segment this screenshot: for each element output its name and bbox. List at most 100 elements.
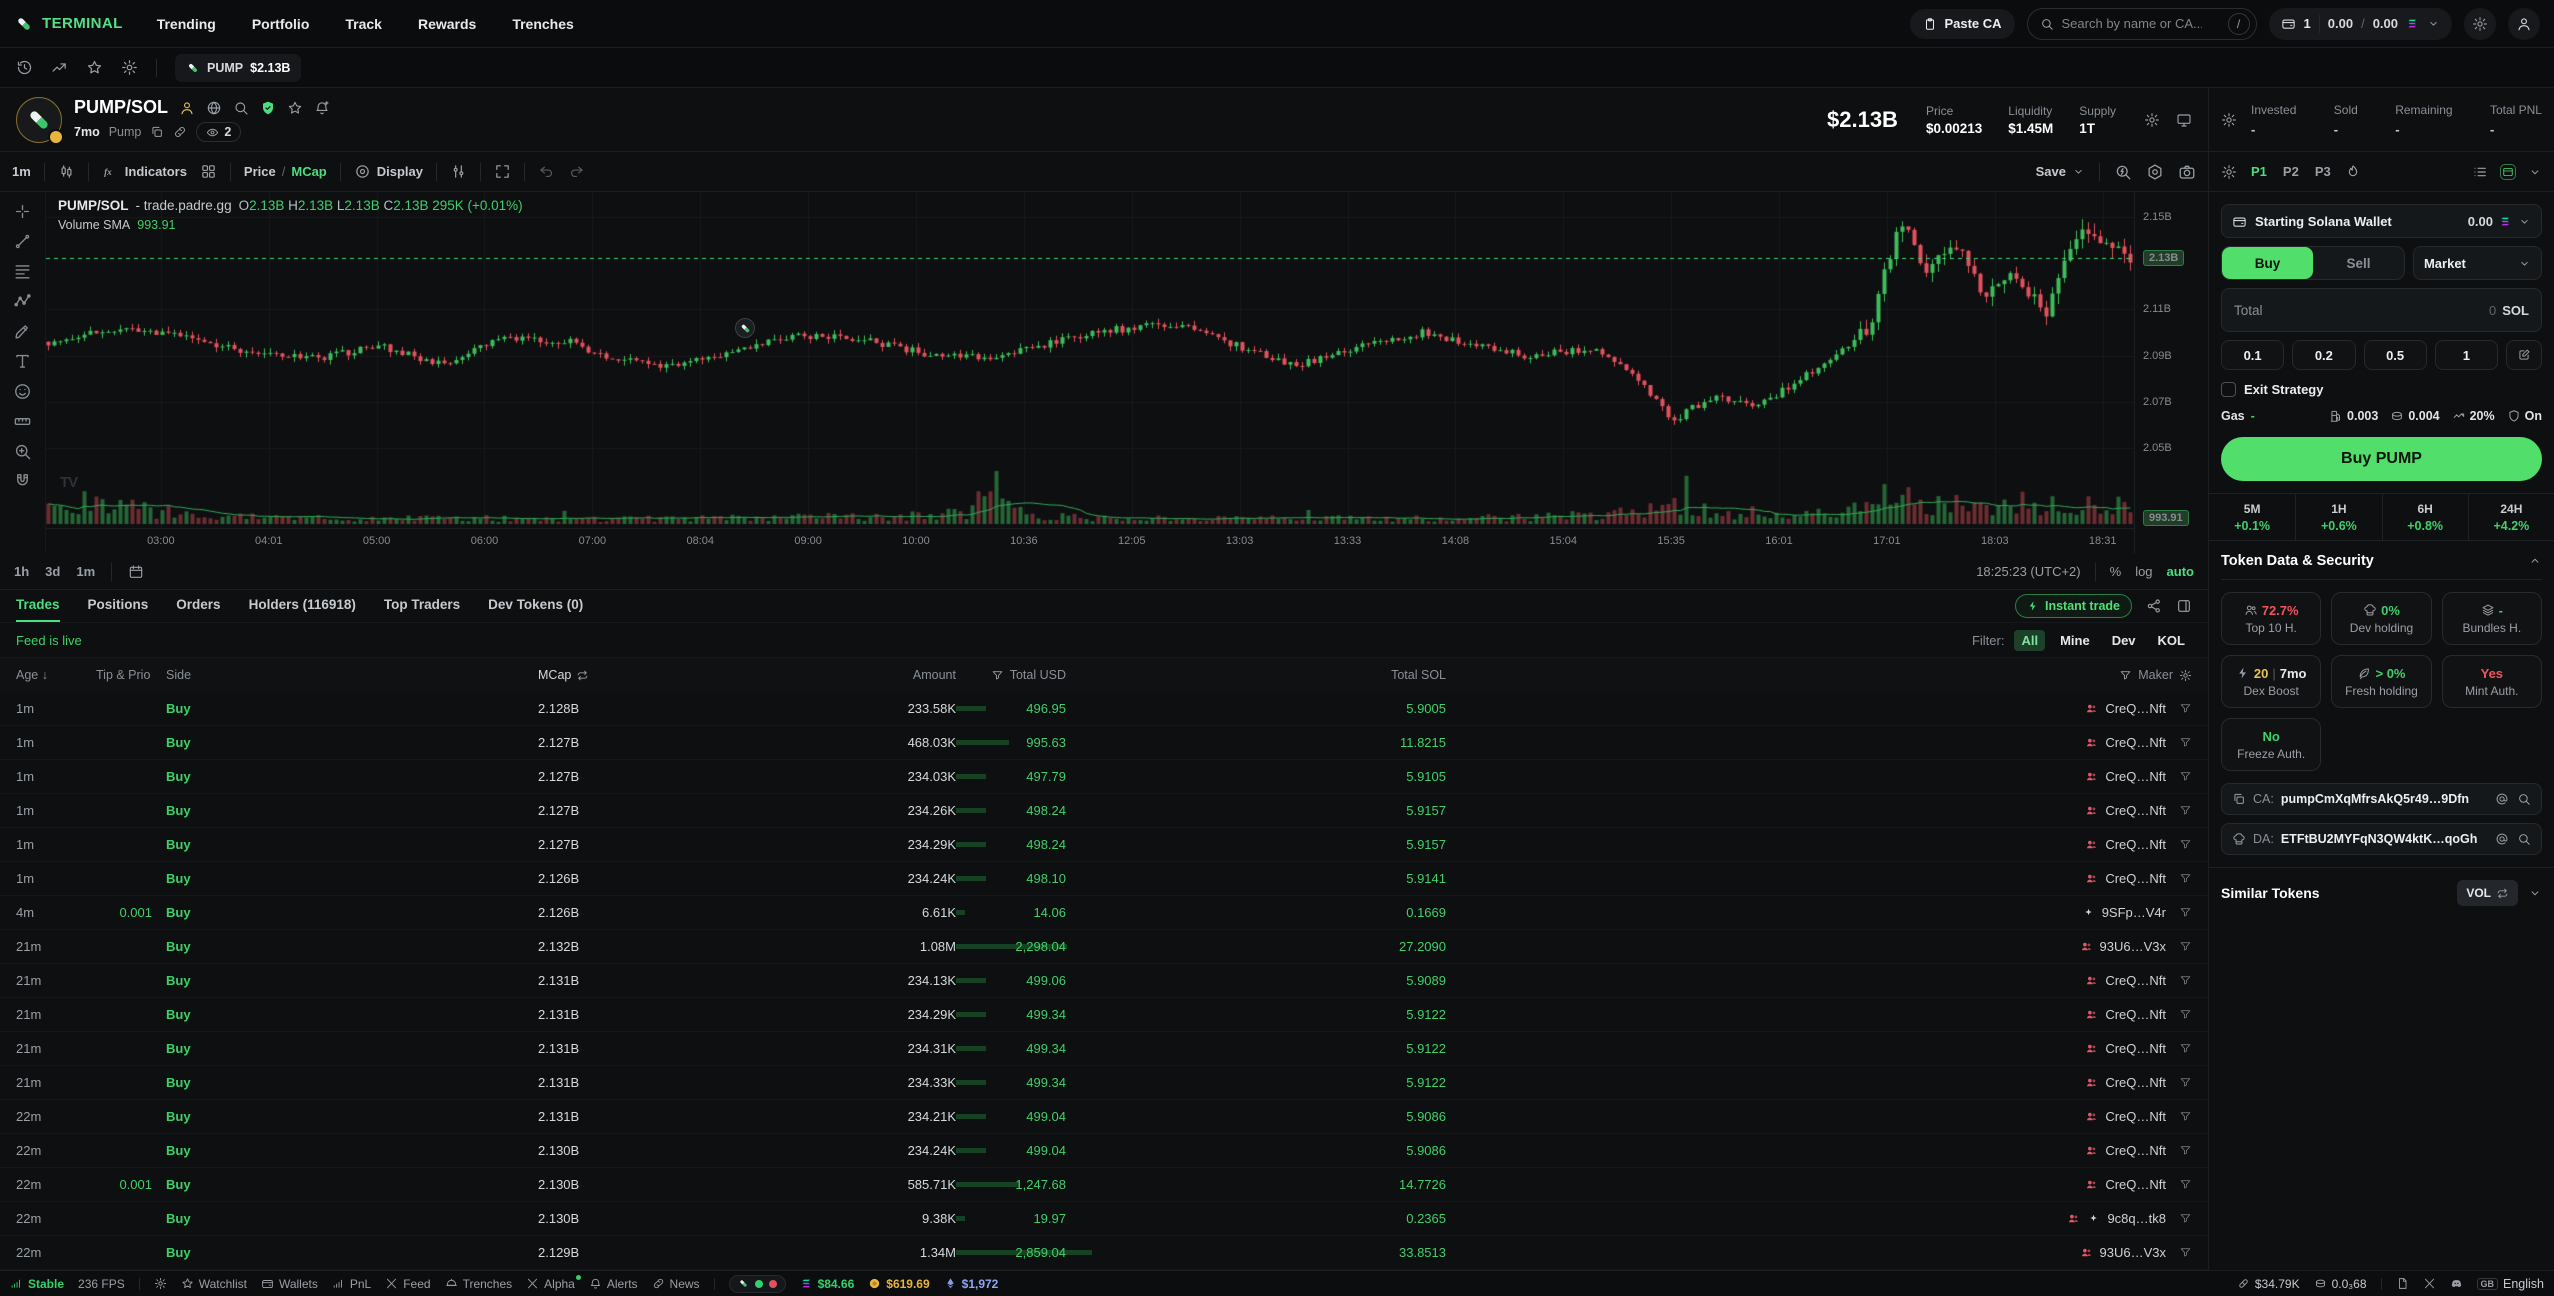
filter-dev[interactable]: Dev (2111, 632, 2136, 648)
redo-button[interactable] (568, 163, 585, 180)
verified-badge-icon[interactable] (260, 100, 276, 116)
maker-filter-icon[interactable] (2179, 702, 2192, 715)
maker-address[interactable]: CreQ…Nft (2105, 871, 2166, 886)
range-button-1h[interactable]: 1h (14, 564, 30, 579)
nav-item-trenches[interactable]: Trenches (512, 15, 574, 32)
paste-ca-button[interactable]: Paste CA (1910, 8, 2015, 39)
filter-all[interactable]: All (2014, 629, 2046, 651)
footer-wallets[interactable]: Wallets (261, 1277, 318, 1291)
footer-news[interactable]: News (652, 1277, 700, 1291)
maker-filter-icon[interactable] (2179, 770, 2192, 783)
creator-icon[interactable] (179, 100, 195, 116)
table-row[interactable]: 4m 0.001 Buy 2.126B 6.61K 14.06 0.1669 9SFp…V4r (0, 896, 2208, 930)
table-row[interactable]: 1m Buy 2.127B 234.26K 498.24 5.9157 CreQ…Nft (0, 794, 2208, 828)
nav-item-rewards[interactable]: Rewards (417, 15, 477, 32)
zoom-tool-icon[interactable] (13, 442, 32, 461)
cell-maker[interactable]: CreQ…Nft (1446, 701, 2192, 716)
chart-canvas[interactable] (46, 192, 2134, 528)
footer-feed[interactable]: Feed (385, 1277, 431, 1291)
log-scale-button[interactable]: log (2135, 564, 2153, 579)
tf-stat-1h[interactable]: 1H +0.6% (2295, 494, 2381, 540)
table-row[interactable]: 22m Buy 2.130B 234.24K 499.04 5.9086 CreQ…Nft (0, 1134, 2208, 1168)
amount-preset-1[interactable]: 1 (2434, 340, 2498, 370)
table-row[interactable]: 21m Buy 2.131B 234.29K 499.34 5.9122 CreQ…Nft (0, 998, 2208, 1032)
maker-address[interactable]: 9SFp…V4r (2101, 905, 2166, 920)
nav-item-trending[interactable]: Trending (156, 15, 216, 32)
cell-maker[interactable]: 9SFp…V4r (1446, 905, 2192, 920)
table-settings-icon[interactable] (2179, 669, 2192, 682)
address-search-icon[interactable] (2517, 792, 2531, 806)
emoji-tool-icon[interactable] (13, 382, 32, 401)
display-button[interactable]: Display (354, 163, 423, 180)
tf-stat-5m[interactable]: 5M +0.1% (2209, 494, 2295, 540)
panel-view-icon[interactable] (2500, 163, 2516, 180)
maker-address[interactable]: CreQ…Nft (2105, 837, 2166, 852)
maker-filter-icon[interactable] (2179, 804, 2192, 817)
col-maker[interactable]: Maker (1446, 668, 2192, 682)
maker-filter-icon[interactable] (2179, 906, 2192, 919)
table-row[interactable]: 22m 0.001 Buy 2.130B 585.71K 1,247.68 14.7726 C… (0, 1168, 2208, 1202)
list-view-icon[interactable] (2472, 164, 2488, 180)
preset-p1[interactable]: P1 (2251, 164, 2267, 179)
brush-tool-icon[interactable] (13, 322, 32, 341)
tab-dev-tokens-0-[interactable]: Dev Tokens (0) (488, 597, 584, 612)
funnel-icon[interactable] (2119, 669, 2132, 682)
col-amount[interactable]: Amount (912, 668, 956, 682)
footer-watchlist[interactable]: Watchlist (181, 1277, 247, 1291)
cell-maker[interactable]: CreQ…Nft (1446, 1177, 2192, 1192)
maker-filter-icon[interactable] (2179, 1008, 2192, 1021)
col-mcap[interactable]: MCap (256, 668, 676, 682)
footer-alerts[interactable]: Alerts (589, 1277, 638, 1291)
maker-filter-icon[interactable] (2179, 1076, 2192, 1089)
layout-grid-button[interactable] (200, 163, 217, 180)
token-avatar[interactable] (16, 96, 64, 145)
col-usd[interactable]: Total USD (956, 668, 1066, 682)
discord-button[interactable] (2450, 1277, 2463, 1290)
edit-amounts-button[interactable] (2506, 340, 2542, 370)
total-input[interactable]: Total 0 SOL (2221, 288, 2542, 332)
favorites-icon[interactable] (86, 59, 103, 76)
price-axis[interactable]: 2.15B 2.11B 2.09B 2.07B 2.05B 2.13B 993.91 (2134, 192, 2208, 554)
tab-top-traders[interactable]: Top Traders (383, 597, 461, 612)
undo-button[interactable] (538, 163, 555, 180)
maker-filter-icon[interactable] (2179, 940, 2192, 953)
col-age[interactable]: Age ↓ (16, 668, 48, 682)
brand-logo[interactable]: TERMINAL (14, 14, 123, 34)
at-icon[interactable] (2495, 832, 2509, 846)
vol-sort-button[interactable]: VOL (2457, 880, 2518, 906)
x-button[interactable] (2423, 1277, 2436, 1290)
preset-settings-icon[interactable] (2221, 164, 2237, 180)
fib-tool-icon[interactable] (13, 262, 32, 281)
status-dots[interactable] (728, 1274, 786, 1293)
tab-positions[interactable]: Positions (87, 597, 149, 612)
table-row[interactable]: 1m Buy 2.127B 234.29K 498.24 5.9157 CreQ…Nft (0, 828, 2208, 862)
profile-button[interactable] (2508, 7, 2540, 40)
search-box[interactable]: / (2026, 7, 2257, 40)
token-tab-pump[interactable]: PUMP $2.13B (175, 53, 302, 82)
footer-alpha[interactable]: Alpha (526, 1274, 581, 1291)
pnl-settings-icon[interactable] (2221, 112, 2237, 128)
nav-item-track[interactable]: Track (345, 15, 382, 32)
footer-settings-button[interactable] (154, 1277, 167, 1290)
text-tool-icon[interactable] (13, 352, 32, 371)
order-type-select[interactable]: Market (2412, 246, 2542, 280)
connection-status[interactable]: Stable (10, 1277, 64, 1291)
cell-maker[interactable]: CreQ…Nft (1446, 837, 2192, 852)
buy-pump-button[interactable]: Buy PUMP (2221, 437, 2542, 481)
link-icon[interactable] (173, 125, 187, 139)
flame-icon[interactable] (2345, 164, 2361, 180)
maker-filter-icon[interactable] (2179, 1110, 2192, 1123)
funnel-icon[interactable] (991, 669, 1004, 682)
percent-scale-button[interactable]: % (2109, 564, 2122, 579)
copy-icon[interactable] (150, 125, 164, 139)
ticker-61969[interactable]: $619.69 (868, 1277, 930, 1291)
tf-stat-6h[interactable]: 6H +0.8% (2381, 494, 2468, 540)
maker-address[interactable]: CreQ…Nft (2105, 1143, 2166, 1158)
save-button[interactable]: Save (2036, 164, 2085, 179)
amount-preset-0.1[interactable]: 0.1 (2221, 340, 2285, 370)
maker-address[interactable]: 93U6…V3x (2099, 1245, 2166, 1260)
table-row[interactable]: 22m Buy 2.129B 1.34M 2,859.04 33.8513 93U6…V3x (0, 1236, 2208, 1270)
table-row[interactable]: 21m Buy 2.131B 234.13K 499.06 5.9089 CreQ…Nft (0, 964, 2208, 998)
table-row[interactable]: 1m Buy 2.128B 233.58K 496.95 5.9005 CreQ…Nft (0, 692, 2208, 726)
maker-address[interactable]: CreQ…Nft (2105, 973, 2166, 988)
